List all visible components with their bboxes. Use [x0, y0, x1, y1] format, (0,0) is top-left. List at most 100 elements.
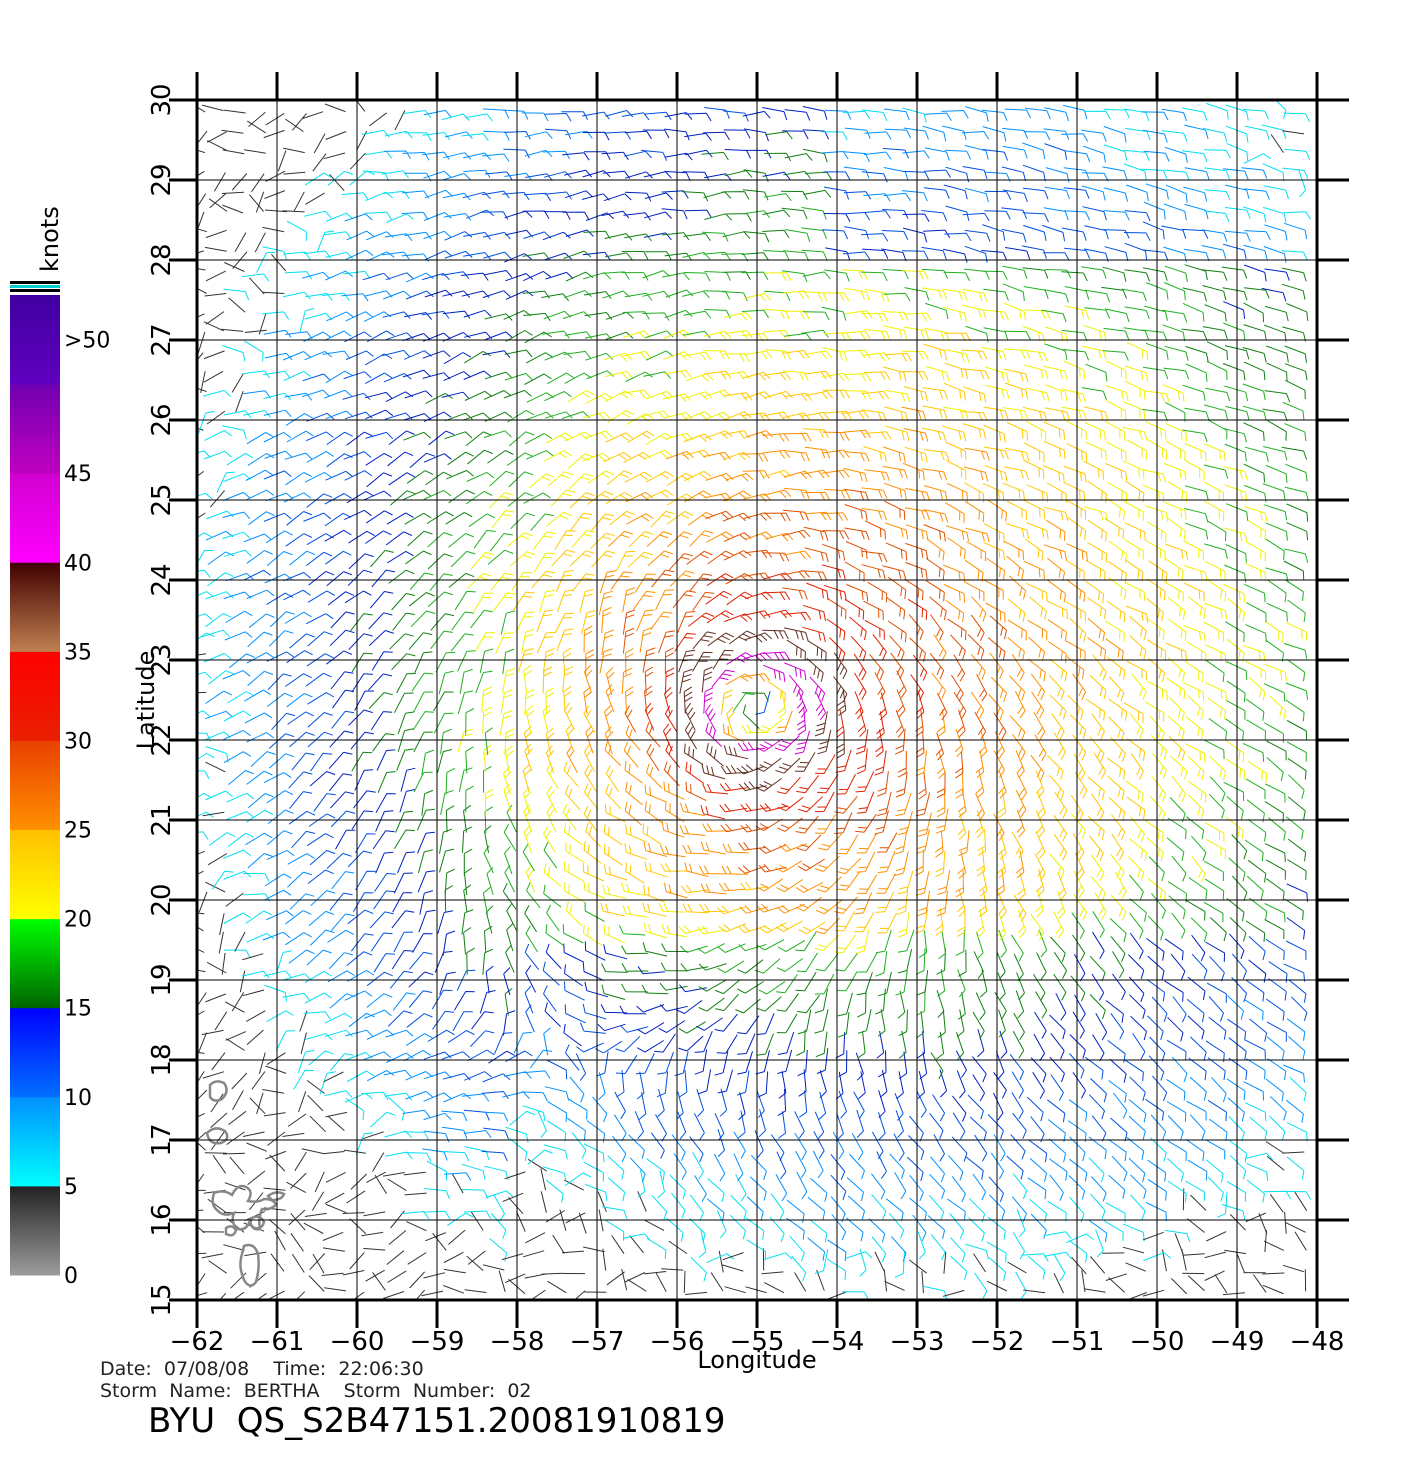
- wind-barb: [689, 1218, 706, 1243]
- wind-barb: [795, 971, 817, 992]
- wind-barb: [424, 250, 453, 261]
- wind-barb: [267, 1131, 286, 1146]
- wind-barb: [446, 470, 474, 480]
- wind-barb: [1223, 301, 1246, 320]
- island-outline: [208, 1080, 228, 1102]
- wind-barb: [388, 472, 416, 486]
- wind-barb: [223, 109, 246, 114]
- wind-barb: [894, 1172, 907, 1200]
- wind-barb: [996, 951, 1006, 980]
- wind-barb: [902, 107, 927, 123]
- lon-tick-label: −58: [490, 1327, 545, 1357]
- wind-barb: [861, 564, 886, 580]
- wind-barb: [443, 371, 472, 382]
- wind-barb: [1204, 822, 1225, 843]
- wind-barb: [1003, 540, 1024, 561]
- wind-barb: [794, 1111, 805, 1139]
- wind-barb: [228, 653, 255, 669]
- wind-barb: [524, 943, 540, 971]
- wind-barb: [466, 947, 475, 975]
- wind-barb: [1264, 390, 1291, 403]
- wind-barb: [1284, 1190, 1311, 1200]
- wind-barb: [742, 692, 769, 702]
- wind-barb: [1022, 267, 1049, 279]
- wind-barb: [1142, 484, 1165, 503]
- wind-barb: [1281, 446, 1308, 460]
- wind-barb: [843, 330, 871, 340]
- wind-barb: [1026, 1096, 1044, 1122]
- wind-barb: [1204, 860, 1224, 882]
- wind-barb: [624, 171, 653, 179]
- wind-barb: [525, 925, 539, 953]
- wind-barb: [925, 365, 950, 382]
- wind-barb: [1104, 308, 1130, 323]
- wind-barb: [1064, 286, 1090, 300]
- wind-barb: [801, 227, 827, 239]
- wind-barb: [943, 382, 966, 401]
- wind-barb: [452, 1011, 473, 1032]
- wind-barb: [1126, 341, 1149, 361]
- wind-barb: [423, 1272, 446, 1279]
- wind-barb: [1087, 597, 1107, 620]
- wind-barb: [643, 171, 672, 179]
- wind-barb: [1167, 596, 1186, 620]
- colorbar-band: [10, 829, 60, 920]
- wind-barb: [563, 290, 592, 299]
- wind-barb: [262, 931, 291, 941]
- wind-barb: [505, 944, 515, 973]
- wind-barb: [1186, 1100, 1207, 1121]
- wind-barb: [546, 511, 573, 527]
- wind-barb: [871, 1236, 887, 1263]
- wind-barb: [368, 630, 395, 646]
- wind-barb: [286, 220, 307, 241]
- wind-barb: [512, 591, 535, 611]
- wind-barb: [197, 1112, 205, 1118]
- wind-barb: [231, 992, 245, 1012]
- wind-barb: [531, 570, 556, 589]
- wind-barb: [763, 371, 792, 381]
- wind-barb: [931, 672, 946, 699]
- wind-barb: [241, 273, 270, 282]
- wind-barb: [924, 147, 950, 161]
- wind-barb: [401, 211, 429, 221]
- wind-barb: [742, 673, 771, 682]
- wind-barb: [995, 1051, 1005, 1080]
- wind-barb: [1246, 1179, 1265, 1203]
- wind-barb: [942, 306, 967, 322]
- wind-barb: [1146, 978, 1166, 1002]
- wind-barb: [393, 931, 414, 953]
- wind-barb: [878, 1112, 886, 1141]
- wind-barb: [363, 490, 392, 501]
- wind-barb: [1161, 130, 1188, 142]
- wind-barb: [351, 652, 373, 673]
- wind-barb: [329, 773, 353, 792]
- wind-barb: [354, 769, 374, 791]
- wind-barb: [525, 411, 554, 421]
- wind-barb: [226, 811, 254, 821]
- wind-barb: [726, 652, 754, 665]
- wind-barb: [1148, 1055, 1165, 1081]
- wind-barb: [1163, 367, 1190, 380]
- wind-barb: [1166, 1101, 1187, 1122]
- wind-barb: [1081, 1270, 1086, 1292]
- wind-barb: [961, 411, 988, 422]
- wind-barb: [387, 1178, 407, 1192]
- wind-barb: [917, 1231, 926, 1260]
- wind-barb: [689, 1194, 705, 1221]
- wind-barb: [651, 1195, 668, 1221]
- wind-barb: [1223, 527, 1248, 543]
- wind-barb: [1101, 286, 1127, 299]
- wind-barb: [366, 993, 393, 1008]
- wind-barb: [977, 828, 987, 856]
- wind-barb: [1243, 1081, 1265, 1101]
- wind-barb: [1110, 1013, 1125, 1040]
- wind-barb: [523, 270, 551, 282]
- wind-barb: [348, 709, 373, 726]
- wind-barb: [1002, 283, 1025, 301]
- wind-barb: [755, 738, 783, 752]
- wind-barb: [796, 834, 822, 852]
- wind-barb: [1009, 1053, 1024, 1081]
- wind-barb: [937, 870, 951, 896]
- wind-barb: [504, 728, 515, 755]
- wind-barb: [874, 750, 887, 776]
